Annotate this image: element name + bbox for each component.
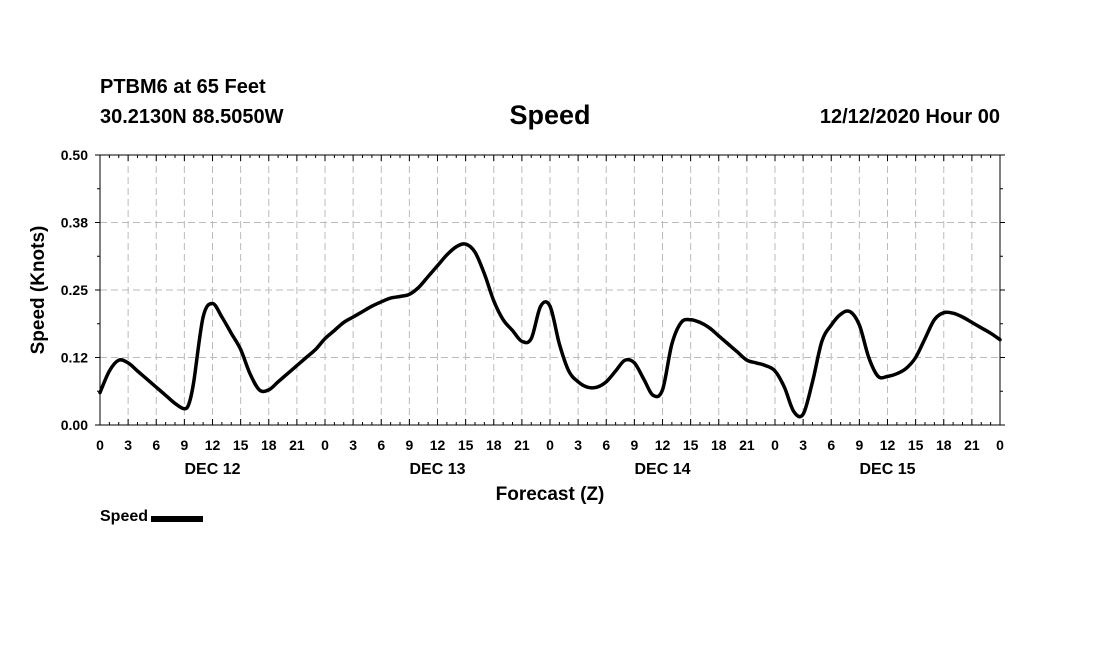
y-tick-label: 0.12 [61,350,88,366]
series-line-speed [98,242,1002,419]
x-tick-label: 12 [880,437,896,453]
x-tick-label: 15 [233,437,249,453]
x-tick-label: 0 [546,437,554,453]
x-tick-label: 0 [771,437,779,453]
x-tick-label: 6 [377,437,385,453]
station-label: PTBM6 at 65 Feet [100,76,266,98]
x-tick-label: 9 [180,437,188,453]
x-tick-label: 18 [936,437,952,453]
x-tick-label: 3 [349,437,357,453]
x-tick-label: 15 [908,437,924,453]
x-tick-label: 15 [458,437,474,453]
x-tick-label: 6 [152,437,160,453]
day-label: DEC 14 [634,461,690,478]
y-tick-label: 0.00 [61,417,88,433]
x-tick-label: 6 [602,437,610,453]
x-tick-label: 18 [711,437,727,453]
x-tick-label: 21 [964,437,980,453]
x-tick-label: 18 [486,437,502,453]
day-label: DEC 13 [409,461,465,478]
x-tick-label: 12 [655,437,671,453]
x-tick-label: 21 [514,437,530,453]
x-tick-label: 9 [405,437,413,453]
forecast-datetime: 12/12/2020 Hour 00 [819,106,1000,128]
series-layer [98,242,1002,419]
x-tick-label: 21 [739,437,755,453]
x-tick-label: 0 [321,437,329,453]
x-tick-label: 3 [799,437,807,453]
legend-label: Speed [100,508,149,525]
x-tick-label: 9 [855,437,863,453]
y-axis-label: Speed (Knots) [28,226,49,355]
grid-lines [100,155,1000,425]
x-tick-label: 12 [430,437,446,453]
x-tick-label: 15 [683,437,699,453]
x-tick-label: 21 [289,437,305,453]
x-tick-label: 18 [261,437,277,453]
x-tick-label: 9 [630,437,638,453]
x-tick-label: 3 [124,437,132,453]
day-label: DEC 12 [184,461,240,478]
x-tick-label: 0 [96,437,104,453]
chart-title: Speed [509,100,591,130]
plot-frame [99,154,1001,426]
x-axis-label: Forecast (Z) [496,484,605,505]
x-tick-label: 6 [827,437,835,453]
legend: Speed [100,508,204,526]
coordinates-label: 30.2130N 88.5050W [100,106,284,128]
x-tick-label: 0 [996,437,1004,453]
y-axis-ticks: 0.00 0.12 0.25 0.38 0.50 [61,147,1005,433]
x-tick-label: 12 [205,437,221,453]
x-tick-label: 3 [574,437,582,453]
y-tick-label: 0.50 [61,147,88,163]
y-tick-label: 0.38 [61,215,88,231]
day-label: DEC 15 [859,461,915,478]
y-tick-label: 0.25 [61,282,88,298]
legend-swatch [151,515,204,522]
